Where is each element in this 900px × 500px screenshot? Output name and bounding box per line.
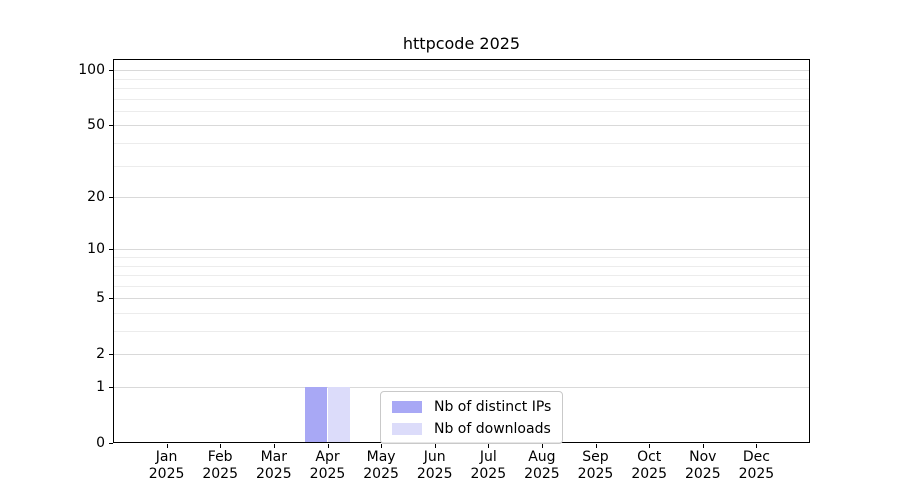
- x-tick-label-nov: Nov 2025: [684, 449, 721, 482]
- gridline-y-90: [114, 78, 809, 80]
- y-tick-0: [109, 443, 113, 444]
- x-tick-jan: [166, 444, 168, 448]
- y-tick-label-2: 2: [96, 346, 105, 363]
- y-tick-label-0: 0: [96, 435, 105, 451]
- x-tick-mar: [273, 444, 275, 448]
- gridline-y-4: [114, 313, 809, 314]
- plot-frame: [113, 59, 810, 443]
- x-tick-label-jan: Jan 2025: [148, 449, 185, 482]
- gridline-y-2: [114, 354, 809, 356]
- x-tick-label-apr: Apr 2025: [309, 449, 346, 482]
- gridline-y-100: [114, 70, 809, 72]
- x-tick-feb: [220, 444, 222, 448]
- x-tick-label-jul: Jul 2025: [470, 449, 507, 482]
- bar-apr-series0: [304, 387, 328, 443]
- gridline-y-30: [114, 165, 809, 167]
- x-tick-label-oct: Oct 2025: [631, 449, 667, 482]
- legend-swatch-distinct-ips: [392, 400, 422, 413]
- gridline-y-6: [114, 285, 809, 287]
- y-tick-2: [109, 354, 113, 356]
- x-tick-label-sep: Sep 2025: [577, 449, 614, 482]
- x-tick-label-dec: Dec 2025: [738, 449, 775, 482]
- x-tick-label-aug: Aug 2025: [524, 449, 560, 482]
- y-tick-label-50: 50: [87, 117, 105, 134]
- y-tick-1: [109, 387, 113, 388]
- gridline-y-70: [114, 98, 809, 100]
- y-tick-label-5: 5: [96, 290, 105, 307]
- gridline-y-80: [114, 88, 809, 89]
- x-tick-apr: [327, 444, 329, 448]
- legend-label-downloads: Nb of downloads: [434, 420, 551, 437]
- gridline-y-60: [114, 110, 809, 112]
- x-tick-dec: [756, 444, 758, 448]
- x-tick-label-feb: Feb 2025: [202, 449, 238, 482]
- gridline-y-20: [114, 197, 809, 199]
- gridline-y-10: [114, 249, 809, 251]
- legend-swatch-downloads: [392, 422, 422, 435]
- chart-title: httpcode 2025: [402, 34, 521, 53]
- gridline-y-8: [114, 265, 809, 267]
- y-tick-label-10: 10: [87, 241, 105, 258]
- x-tick-oct: [649, 444, 651, 448]
- y-tick-10: [109, 249, 113, 251]
- legend: Nb of distinct IPs Nb of downloads: [380, 391, 564, 444]
- x-tick-nov: [702, 444, 704, 448]
- y-tick-label-20: 20: [87, 189, 105, 206]
- gridline-y-9: [114, 257, 809, 258]
- y-tick-5: [109, 298, 113, 300]
- x-tick-aug: [541, 444, 543, 448]
- x-tick-jul: [488, 444, 490, 448]
- x-tick-label-mar: Mar 2025: [255, 449, 292, 482]
- x-tick-sep: [595, 444, 597, 448]
- y-tick-20: [109, 197, 113, 199]
- legend-item-downloads: Nb of downloads: [392, 419, 551, 438]
- x-tick-jun: [434, 444, 436, 448]
- legend-label-distinct-ips: Nb of distinct IPs: [434, 398, 552, 415]
- legend-item-distinct-ips: Nb of distinct IPs: [392, 397, 551, 416]
- gridline-y-3: [114, 331, 809, 332]
- y-tick-100: [109, 70, 113, 72]
- gridline-y-5: [114, 298, 809, 300]
- x-tick-may: [381, 444, 383, 448]
- gridline-y-40: [114, 143, 809, 144]
- gridline-y-50: [114, 125, 809, 127]
- x-tick-label-may: May 2025: [363, 449, 399, 482]
- y-tick-50: [109, 125, 113, 127]
- gridline-y-7: [114, 275, 809, 276]
- gridline-y-1: [114, 387, 809, 388]
- y-tick-label-1: 1: [96, 379, 105, 395]
- y-tick-label-100: 100: [78, 62, 105, 79]
- x-tick-label-jun: Jun 2025: [416, 449, 453, 482]
- bar-apr-series1: [327, 387, 350, 443]
